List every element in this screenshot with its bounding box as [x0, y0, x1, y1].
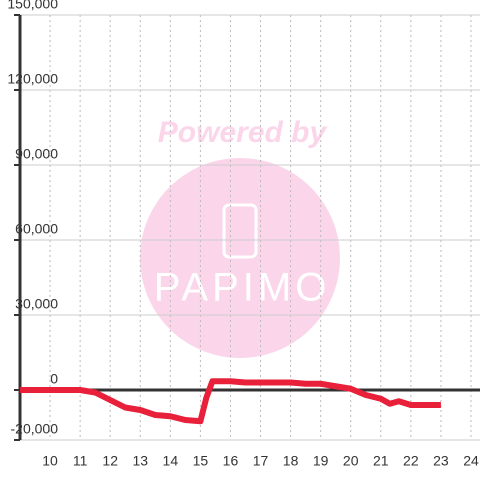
- x-tick-label: 20: [343, 453, 359, 469]
- y-tick-label: 60,000: [15, 221, 58, 237]
- x-tick-label: 22: [403, 453, 419, 469]
- x-tick-label: 24: [463, 453, 479, 469]
- watermark-text: Powered by: [158, 116, 328, 149]
- y-tick-label: 120,000: [7, 71, 58, 87]
- y-tick-label: 150,000: [7, 0, 58, 12]
- x-tick-label: 15: [193, 453, 209, 469]
- line: [20, 378, 441, 425]
- x-tick-label: 23: [433, 453, 449, 469]
- watermark-logo: PAPIMO: [154, 266, 331, 310]
- x-tick-label: 21: [373, 453, 389, 469]
- x-tick-label: 16: [223, 453, 239, 469]
- x-tick-label: 19: [313, 453, 329, 469]
- y-tick-label: 0: [50, 371, 58, 387]
- watermark-icon: [222, 203, 258, 259]
- x-tick-label: 12: [102, 453, 118, 469]
- watermark: Powered by PAPIMO: [140, 116, 340, 358]
- x-tick-label: 17: [253, 453, 269, 469]
- x-tick-label: 14: [163, 453, 179, 469]
- y-tick-label: 90,000: [15, 146, 58, 162]
- x-tick-label: 10: [42, 453, 58, 469]
- x-tick-label: 18: [283, 453, 299, 469]
- y-tick-label: -20,000: [11, 421, 59, 437]
- y-tick-label: 30,000: [15, 296, 58, 312]
- x-tick-label: 11: [73, 453, 88, 469]
- x-tick-label: 13: [132, 453, 148, 469]
